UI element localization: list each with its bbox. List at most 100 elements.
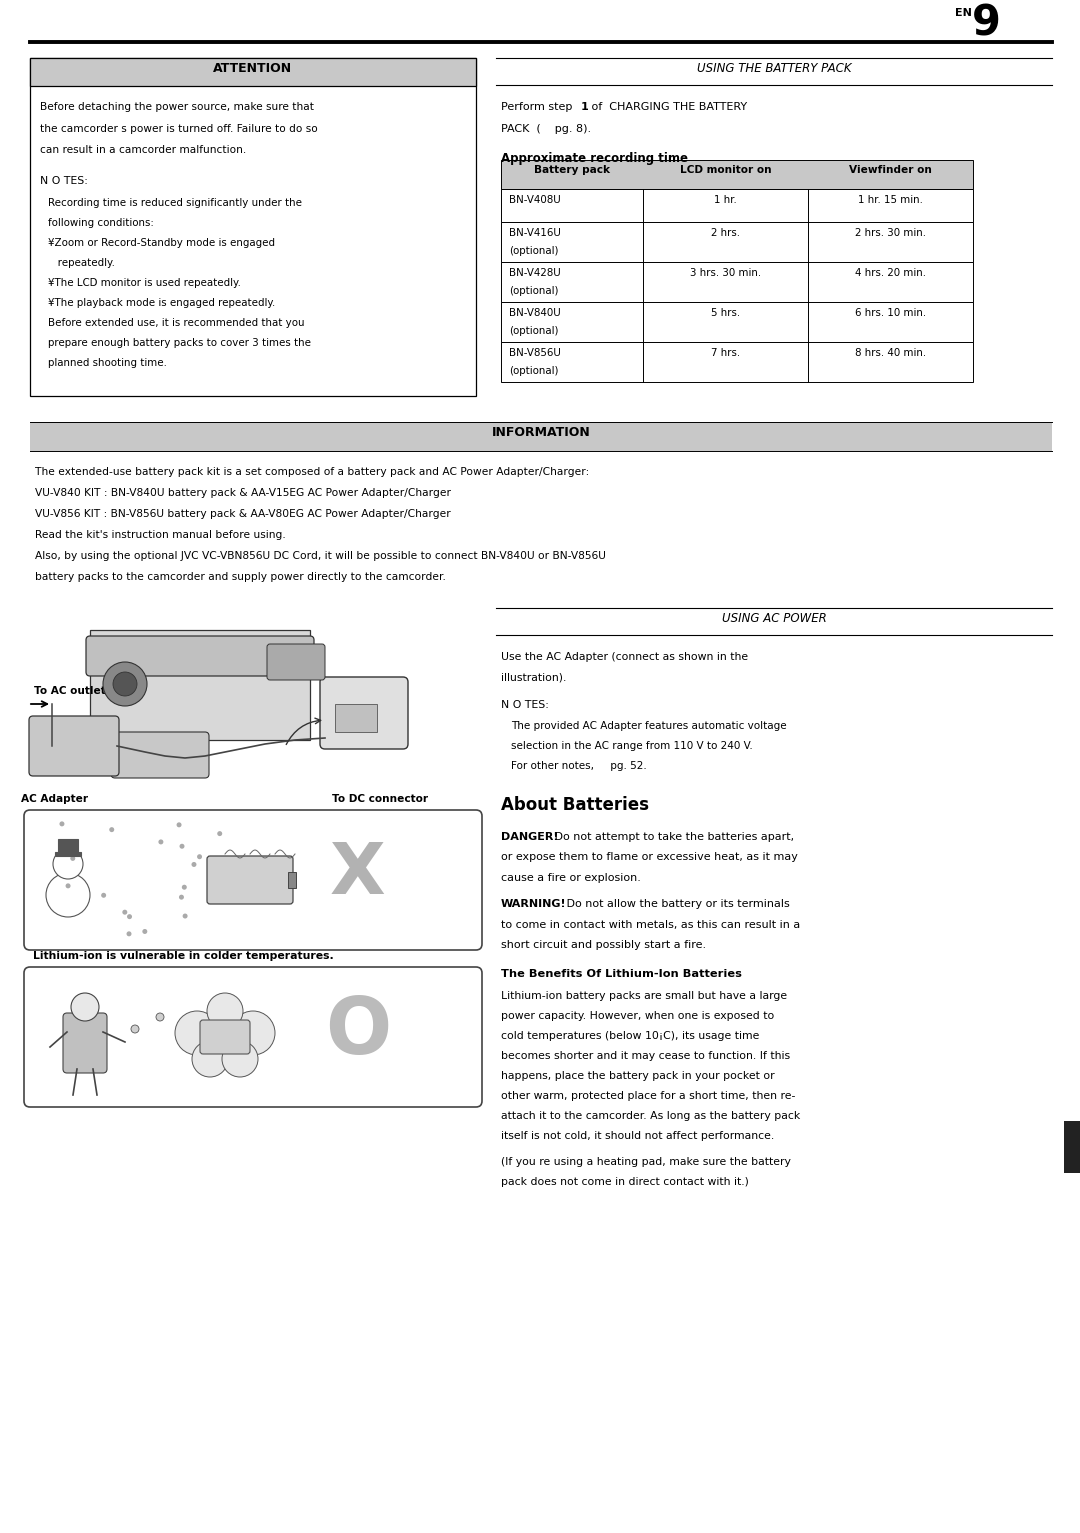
Text: (optional): (optional)	[509, 327, 558, 337]
Circle shape	[66, 883, 70, 888]
FancyBboxPatch shape	[111, 731, 210, 779]
Circle shape	[109, 828, 114, 832]
Text: Also, by using the optional JVC VC-VBN856U DC Cord, it will be possible to conne: Also, by using the optional JVC VC-VBN85…	[35, 550, 606, 561]
Circle shape	[175, 1010, 219, 1055]
Text: N O TES:: N O TES:	[501, 701, 549, 710]
Bar	[90, 630, 310, 740]
Text: 1 hr. 15 min.: 1 hr. 15 min.	[859, 195, 923, 205]
Text: of  CHARGING THE BATTERY: of CHARGING THE BATTERY	[588, 103, 746, 112]
Text: PACK  (    pg. 8).: PACK ( pg. 8).	[501, 124, 591, 133]
Text: N O TES:: N O TES:	[40, 176, 87, 187]
Text: ¥Zoom or Record-Standby mode is engaged: ¥Zoom or Record-Standby mode is engaged	[48, 238, 275, 248]
Text: battery packs to the camcorder and supply power directly to the camcorder.: battery packs to the camcorder and suppl…	[35, 572, 446, 583]
Circle shape	[156, 1013, 164, 1021]
Text: Lithium-ion is vulnerable in colder temperatures.: Lithium-ion is vulnerable in colder temp…	[33, 950, 334, 961]
Text: prepare enough battery packs to cover 3 times the: prepare enough battery packs to cover 3 …	[48, 337, 311, 348]
Text: cold temperatures (below 10¡C), its usage time: cold temperatures (below 10¡C), its usag…	[501, 1032, 759, 1041]
Circle shape	[102, 892, 106, 898]
Bar	[501, 342, 973, 382]
Circle shape	[231, 1010, 275, 1055]
Text: Before extended use, it is recommended that you: Before extended use, it is recommended t…	[48, 317, 305, 328]
FancyBboxPatch shape	[29, 716, 119, 776]
Text: INFORMATION: INFORMATION	[491, 426, 591, 438]
Text: USING THE BATTERY PACK: USING THE BATTERY PACK	[697, 61, 851, 75]
Circle shape	[179, 843, 185, 849]
Circle shape	[46, 872, 90, 917]
Text: About Batteries: About Batteries	[501, 796, 649, 814]
Text: To AC outlet: To AC outlet	[33, 685, 106, 696]
Text: O: O	[325, 993, 391, 1070]
Text: 8 hrs. 40 min.: 8 hrs. 40 min.	[855, 348, 926, 359]
Text: 2 hrs.: 2 hrs.	[711, 228, 740, 238]
Text: BN-V416U: BN-V416U	[509, 228, 561, 238]
Text: 2 hrs. 30 min.: 2 hrs. 30 min.	[855, 228, 926, 238]
Circle shape	[207, 993, 243, 1029]
Text: repeatedly.: repeatedly.	[48, 258, 114, 268]
Bar	[501, 302, 973, 342]
Circle shape	[195, 1007, 255, 1067]
Bar	[58, 839, 78, 854]
Text: the camcorder s power is turned off. Failure to do so: the camcorder s power is turned off. Fai…	[40, 124, 318, 133]
Circle shape	[59, 822, 65, 826]
Text: USING AC POWER: USING AC POWER	[721, 612, 826, 625]
Text: itself is not cold, it should not affect performance.: itself is not cold, it should not affect…	[501, 1131, 774, 1141]
Text: or expose them to flame or excessive heat, as it may: or expose them to flame or excessive hea…	[501, 852, 798, 862]
Bar	[501, 189, 973, 222]
Circle shape	[131, 1026, 139, 1033]
FancyBboxPatch shape	[267, 644, 325, 681]
Circle shape	[71, 993, 99, 1021]
Circle shape	[126, 932, 132, 937]
Text: Before detaching the power source, make sure that: Before detaching the power source, make …	[40, 103, 314, 112]
Text: VU-V840 KIT : BN-V840U battery pack & AA-V15EG AC Power Adapter/Charger: VU-V840 KIT : BN-V840U battery pack & AA…	[35, 487, 451, 498]
Bar	[30, 422, 1052, 451]
Text: X: X	[329, 840, 386, 909]
Text: EN: EN	[955, 8, 972, 18]
Text: DANGER!: DANGER!	[501, 831, 558, 842]
Text: power capacity. However, when one is exposed to: power capacity. However, when one is exp…	[501, 1010, 774, 1021]
Text: The extended-use battery pack kit is a set composed of a battery pack and AC Pow: The extended-use battery pack kit is a s…	[35, 468, 590, 477]
Text: Do not attempt to take the batteries apart,: Do not attempt to take the batteries apa…	[551, 831, 794, 842]
Text: short circuit and possibly start a fire.: short circuit and possibly start a fire.	[501, 940, 706, 950]
Text: 9: 9	[972, 2, 1001, 44]
Circle shape	[192, 1041, 228, 1078]
Text: 6 hrs. 10 min.: 6 hrs. 10 min.	[855, 308, 926, 317]
Text: selection in the AC range from 110 V to 240 V.: selection in the AC range from 110 V to …	[511, 740, 753, 751]
Text: 3 hrs. 30 min.: 3 hrs. 30 min.	[690, 268, 761, 277]
Circle shape	[103, 662, 147, 707]
Text: Do not allow the battery or its terminals: Do not allow the battery or its terminal…	[563, 898, 789, 909]
Bar	[30, 58, 476, 396]
Circle shape	[176, 822, 181, 828]
Text: VU-V856 KIT : BN-V856U battery pack & AA-V80EG AC Power Adapter/Charger: VU-V856 KIT : BN-V856U battery pack & AA…	[35, 509, 450, 520]
Text: 1 hr.: 1 hr.	[714, 195, 737, 205]
FancyBboxPatch shape	[63, 1013, 107, 1073]
Text: to come in contact with metals, as this can result in a: to come in contact with metals, as this …	[501, 920, 800, 929]
Bar	[335, 704, 377, 731]
Bar	[30, 58, 476, 86]
FancyBboxPatch shape	[86, 636, 314, 676]
Circle shape	[143, 929, 147, 934]
Text: other warm, protected place for a short time, then re-: other warm, protected place for a short …	[501, 1091, 795, 1101]
Text: Lithium-ion battery packs are small but have a large: Lithium-ion battery packs are small but …	[501, 990, 787, 1001]
Text: planned shooting time.: planned shooting time.	[48, 359, 167, 368]
FancyBboxPatch shape	[320, 678, 408, 750]
Text: BN-V428U: BN-V428U	[509, 268, 561, 277]
Text: BN-V856U: BN-V856U	[509, 348, 561, 359]
Circle shape	[179, 895, 184, 900]
Text: cause a fire or explosion.: cause a fire or explosion.	[501, 872, 640, 883]
Text: ATTENTION: ATTENTION	[214, 61, 293, 75]
Text: pack does not come in direct contact with it.): pack does not come in direct contact wit…	[501, 1177, 748, 1187]
Text: can result in a camcorder malfunction.: can result in a camcorder malfunction.	[40, 146, 246, 155]
Bar	[55, 852, 81, 855]
Circle shape	[181, 885, 187, 889]
Text: ¥The playback mode is engaged repeatedly.: ¥The playback mode is engaged repeatedly…	[48, 297, 275, 308]
Text: WARNING!: WARNING!	[501, 898, 567, 909]
Text: (optional): (optional)	[509, 247, 558, 256]
Text: 7 hrs.: 7 hrs.	[711, 348, 740, 359]
Circle shape	[197, 854, 202, 858]
Text: The Benefits Of Lithium-Ion Batteries: The Benefits Of Lithium-Ion Batteries	[501, 969, 742, 978]
Circle shape	[113, 671, 137, 696]
Circle shape	[127, 914, 132, 920]
Text: Battery pack: Battery pack	[534, 166, 610, 175]
Circle shape	[217, 831, 222, 835]
Text: becomes shorter and it may cease to function. If this: becomes shorter and it may cease to func…	[501, 1052, 791, 1061]
